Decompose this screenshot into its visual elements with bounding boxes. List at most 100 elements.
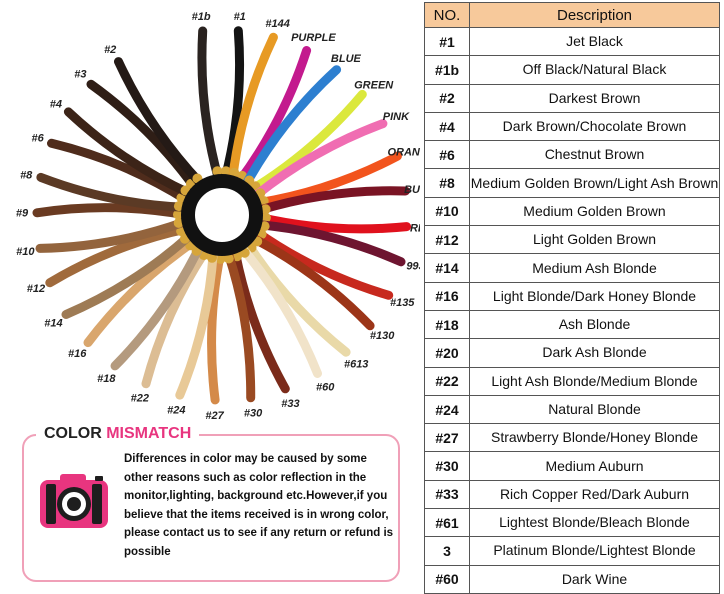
hair-strand xyxy=(251,227,394,300)
table-row: #16 Light Blonde/Dark Honey Blonde xyxy=(424,281,720,311)
swatch-label: #27 xyxy=(205,410,224,422)
shade-number: #14 xyxy=(424,253,470,283)
swatch-label: #60 xyxy=(316,381,335,393)
table-row: #18 Ash Blonde xyxy=(424,309,720,340)
table-row: #1b Off Black/Natural Black xyxy=(424,55,720,85)
shade-number: #24 xyxy=(424,394,470,425)
gold-bead xyxy=(173,209,183,220)
shade-number: #30 xyxy=(424,451,470,481)
shade-description: Off Black/Natural Black xyxy=(469,55,720,85)
shade-description: Rich Copper Red/Dark Auburn xyxy=(469,479,720,510)
shade-description: Medium Auburn xyxy=(469,451,720,481)
swatch-label: RED xyxy=(410,223,420,235)
hair-strand xyxy=(255,212,412,234)
table-row: #24 Natural Blonde xyxy=(424,394,720,425)
shade-number: #10 xyxy=(424,196,470,227)
hair-strand xyxy=(61,230,195,319)
hair-swatch: #22 xyxy=(131,245,211,404)
swatch-label: #2 xyxy=(104,44,116,56)
hair-strand xyxy=(237,243,322,378)
table-row: #1 Jet Black xyxy=(424,26,720,57)
hair-swatch: #9 xyxy=(16,203,189,220)
hair-swatch: #6 xyxy=(31,133,192,205)
shade-number: #12 xyxy=(424,225,470,255)
table-row: #12 Light Golden Brown xyxy=(424,225,720,255)
swatch-label: #3 xyxy=(74,69,86,81)
shade-description: Chestnut Brown xyxy=(469,140,720,170)
hair-swatch: #144 xyxy=(228,18,290,183)
hair-strand xyxy=(243,238,351,357)
shade-description: Dark Wine xyxy=(469,564,720,594)
mismatch-title: COLOR MISMATCH xyxy=(36,425,200,443)
swatch-label: #1b xyxy=(192,11,211,23)
shade-description: Light Ash Blonde/Medium Blonde xyxy=(469,366,720,396)
swatch-label: GREEN xyxy=(354,80,394,92)
shade-description: Medium Golden Brown xyxy=(469,196,720,227)
hair-swatch: #4 xyxy=(50,99,195,199)
shade-number: #1b xyxy=(424,55,470,85)
gold-bead xyxy=(212,166,223,177)
shade-description: Jet Black xyxy=(469,26,720,57)
hair-strand xyxy=(86,79,200,193)
hair-strand xyxy=(253,151,402,208)
swatch-label: #8 xyxy=(20,169,33,181)
table-row: #10 Medium Golden Brown xyxy=(424,196,720,227)
swatch-label: ORANGE xyxy=(387,146,420,158)
hair-strand xyxy=(114,57,206,188)
hair-swatch: 99J xyxy=(254,220,420,273)
shade-description: Light Blonde/Dark Honey Blonde xyxy=(469,281,720,311)
swatch-label: #613 xyxy=(344,358,368,370)
shade-description: Lightest Blonde/Bleach Blonde xyxy=(469,508,720,538)
swatch-label: 99J xyxy=(406,261,420,273)
hair-strand xyxy=(255,186,410,215)
hair-strand xyxy=(220,26,245,182)
hair-strand xyxy=(175,247,218,400)
shade-description: Medium Ash Blonde xyxy=(469,253,720,283)
hair-strand xyxy=(230,246,290,394)
shade-description: Medium Golden Brown/Light Ash Brown xyxy=(469,168,720,198)
mismatch-title-accent: MISMATCH xyxy=(106,425,192,442)
hair-strand xyxy=(141,245,211,389)
hair-swatch: #1b xyxy=(192,11,223,182)
table-row: #27 Strawberry Blonde/Honey Blonde xyxy=(424,423,720,453)
shade-description: Platinum Blonde/Lightest Blonde xyxy=(469,536,720,566)
swatch-label: #22 xyxy=(131,392,149,404)
hair-strand xyxy=(223,248,256,403)
hair-strand xyxy=(45,224,192,288)
gold-bead xyxy=(223,253,234,264)
swatch-label: #30 xyxy=(244,408,263,420)
shade-number: #60 xyxy=(424,564,470,594)
table-row: #30 Medium Auburn xyxy=(424,451,720,481)
shade-number: #61 xyxy=(424,508,470,538)
shade-number: #22 xyxy=(424,366,470,396)
gold-bead xyxy=(260,204,271,215)
hair-strand xyxy=(63,107,195,199)
ring-hub xyxy=(181,174,263,256)
shade-number: #8 xyxy=(424,168,470,198)
hair-swatch: ORANGE xyxy=(253,146,420,208)
shade-number: #33 xyxy=(424,479,470,510)
hair-strand xyxy=(246,89,367,195)
shade-number: #4 xyxy=(424,111,470,142)
table-row: #8 Medium Golden Brown/Light Ash Brown xyxy=(424,168,720,198)
hair-swatch: #8 xyxy=(20,169,190,212)
gold-bead xyxy=(259,221,270,232)
hair-strand xyxy=(197,26,223,182)
shade-number: 3 xyxy=(424,536,470,566)
gold-bead xyxy=(220,166,231,177)
hair-strand xyxy=(241,65,342,190)
hair-strand xyxy=(254,220,406,267)
table-row: #22 Light Ash Blonde/Medium Blonde xyxy=(424,366,720,396)
swatch-label: PINK xyxy=(383,111,410,123)
shade-table: NO. Description #1 Jet Black #1b Off Black/… xyxy=(424,2,720,594)
swatch-label: #12 xyxy=(27,283,45,295)
swatch-label: #10 xyxy=(16,246,35,258)
hair-strand xyxy=(250,119,388,201)
hair-strand xyxy=(207,248,226,405)
hair-swatch: #1 xyxy=(220,11,246,182)
hair-swatch: #18 xyxy=(97,241,205,385)
hair-swatch: #30 xyxy=(223,248,263,420)
shade-number: #20 xyxy=(424,338,470,368)
shade-description: Dark Ash Blonde xyxy=(469,338,720,368)
